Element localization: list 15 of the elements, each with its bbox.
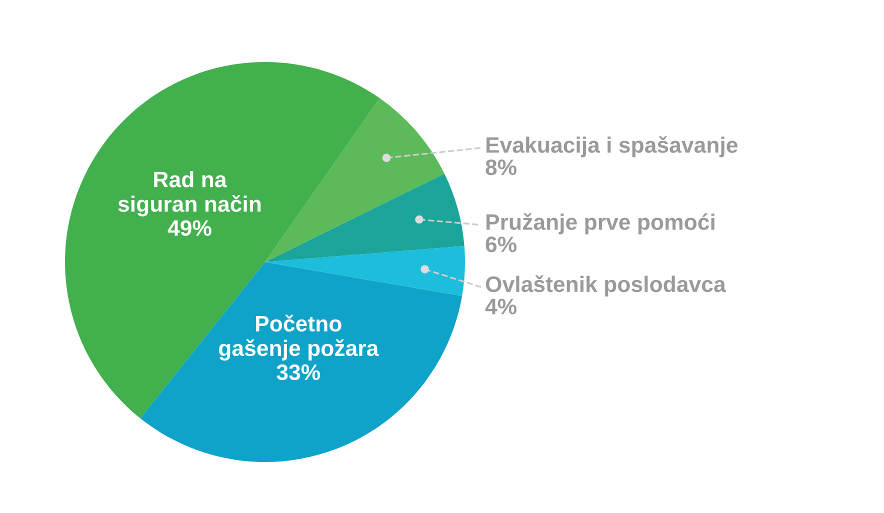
slice-label: Pružanje prve pomoći [486,213,714,234]
data-label: 4% [485,298,517,314]
slice-label: Evakuacija i spašavanje [486,136,738,158]
pie-slice [265,174,464,262]
data-label: 49% [168,220,212,236]
pie-slice [265,98,444,262]
pie-slice [265,246,465,296]
pie-slice [65,62,380,418]
data-label: 6% [486,236,517,252]
data-label: 8% [486,159,517,176]
slice-label: Rad na siguran način [118,171,261,216]
slice-label: Početno gašenje požara [219,314,379,361]
pie-slice [140,262,462,462]
data-label: 33% [276,364,320,380]
slice-label: Ovlaštenik poslodavca [486,275,726,297]
